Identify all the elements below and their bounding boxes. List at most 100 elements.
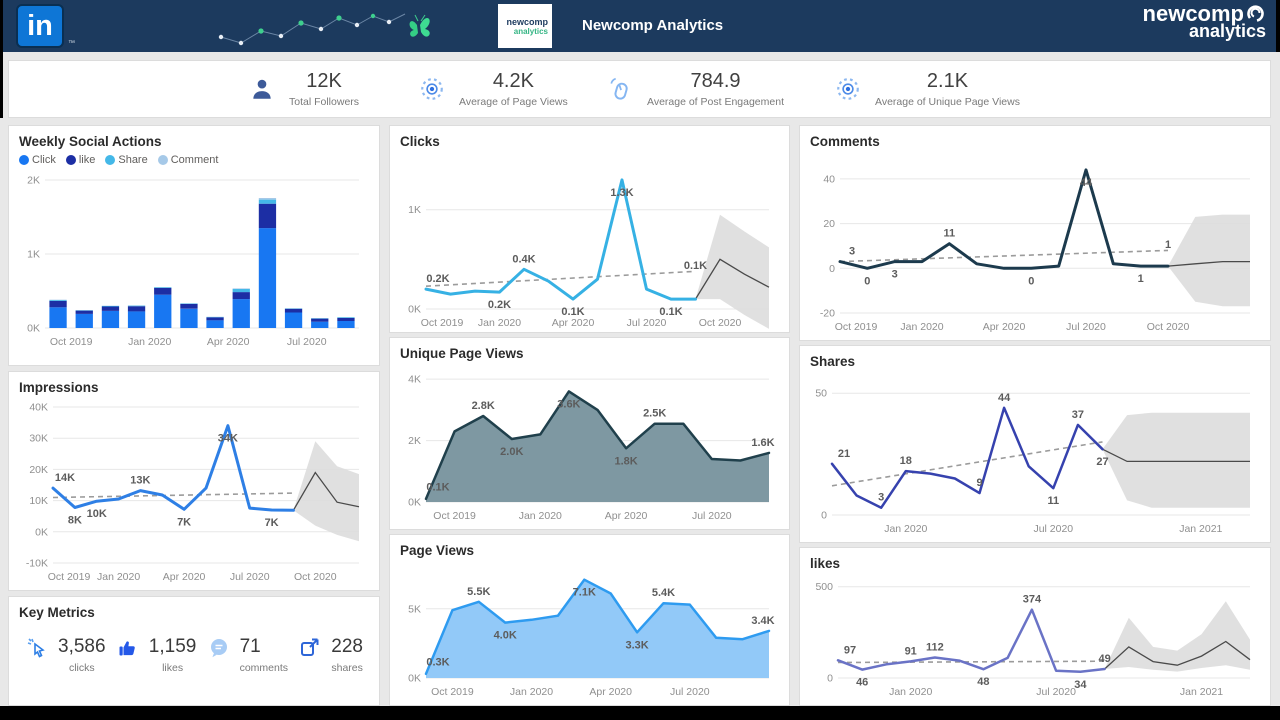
metric-shares[interactable]: 228 shares (298, 636, 363, 674)
svg-text:1.8K: 1.8K (614, 455, 637, 467)
svg-text:Oct 2020: Oct 2020 (699, 317, 742, 329)
clicks-card: Clicks 0K 1K Oct 2019 Jan 2020 Apr 2020 Jul 2… (389, 125, 790, 333)
impressions-card: Impressions -10K 0K 10K 20K 30K 40K Oct 2019 Ja… (8, 371, 380, 591)
shares-chart[interactable]: 0 50 Jan 2020 Jul 2020 Jan 2021 21 3 18 9 44 11 37 2… (810, 369, 1260, 537)
svg-text:0.1K: 0.1K (426, 481, 449, 493)
kpi-avg-unique-page-views[interactable]: 2.1K Average of Unique Page Views (835, 70, 1020, 108)
chart-title: Clicks (400, 134, 440, 149)
svg-text:10K: 10K (87, 508, 107, 520)
chart-title: Page Views (400, 543, 475, 558)
chart-title: likes (810, 556, 841, 571)
unique-page-views-chart[interactable]: 0K 2K 4K Oct 2019 Jan 2020 Apr 2020 Jul 2020 0.… (400, 361, 779, 524)
eye-icon (837, 78, 859, 100)
metric-value: 3,586 (58, 636, 106, 657)
svg-text:40: 40 (823, 173, 835, 185)
kpi-value: 2.1K (926, 70, 969, 92)
svg-text:0.3K: 0.3K (426, 657, 449, 669)
screen-edge-left (0, 0, 3, 118)
svg-text:Jul 2020: Jul 2020 (1036, 686, 1076, 698)
svg-text:Oct 2020: Oct 2020 (294, 571, 337, 583)
screen-edge-bottom (0, 706, 1280, 720)
svg-text:3: 3 (892, 269, 898, 281)
svg-text:18: 18 (900, 455, 912, 467)
kpi-avg-post-engagement[interactable]: 784.9 Average of Post Engagement (607, 70, 784, 108)
newcomp-brand-right: newcomp analytics (1142, 1, 1266, 42)
svg-text:3.4K: 3.4K (751, 615, 774, 627)
svg-text:5.5K: 5.5K (467, 586, 490, 598)
svg-text:11: 11 (943, 228, 955, 240)
comment-bubble-icon (210, 639, 227, 658)
svg-text:1K: 1K (408, 204, 421, 216)
shares-card: Shares 0 50 Jan 2020 Jul 2020 Jan 2021 21 3 18 9… (799, 345, 1271, 543)
svg-text:Jan 2020: Jan 2020 (889, 686, 932, 698)
svg-text:Jul 2020: Jul 2020 (1033, 523, 1073, 535)
unique-page-views-card: Unique Page Views 0K 2K 4K Oct 2019 Jan 2020… (389, 337, 790, 530)
chart-title: Key Metrics (19, 605, 95, 620)
svg-text:48: 48 (977, 676, 989, 688)
legend-item-comment[interactable]: Comment (157, 154, 218, 166)
share-icon (301, 638, 319, 656)
svg-text:5K: 5K (408, 603, 421, 615)
svg-text:1K: 1K (27, 249, 40, 261)
newcomp-logo-box: newcomp analytics (498, 4, 552, 48)
chart-title: Shares (810, 354, 856, 369)
svg-text:2K: 2K (27, 175, 40, 187)
weekly-social-actions-chart[interactable]: 0K 1K 2K Oct 2019 Jan 2020 Apr 2020 Jul 2020 (19, 168, 369, 350)
kpi-avg-page-views[interactable]: 4.2K Average of Page Views (419, 70, 568, 108)
svg-text:Apr 2020: Apr 2020 (163, 571, 206, 583)
svg-text:-10K: -10K (26, 558, 48, 570)
metric-value: 228 (331, 636, 363, 657)
svg-text:1.6K: 1.6K (751, 437, 774, 449)
legend-item-share[interactable]: Share (105, 154, 148, 166)
comments-chart[interactable]: -20 0 20 40 Oct 2019 Jan 2020 Apr 2020 Jul 2020… (810, 149, 1260, 335)
svg-text:7.1K: 7.1K (573, 587, 596, 599)
metric-likes[interactable]: 1,159 likes (116, 636, 196, 674)
kpi-total-followers[interactable]: 12K Total Followers (249, 70, 359, 108)
svg-text:0.4K: 0.4K (512, 253, 535, 265)
svg-text:4.0K: 4.0K (494, 630, 517, 642)
svg-text:1.3K: 1.3K (610, 187, 633, 199)
svg-text:21: 21 (838, 448, 850, 460)
svg-text:0K: 0K (27, 323, 40, 335)
key-metrics-card: Key Metrics 3,586 clicks 1,159 likes (8, 596, 380, 706)
chart-title: Unique Page Views (400, 346, 524, 361)
svg-text:2.8K: 2.8K (472, 400, 495, 412)
svg-text:374: 374 (1023, 594, 1042, 606)
svg-text:2.0K: 2.0K (500, 446, 523, 458)
svg-text:0K: 0K (408, 497, 421, 509)
svg-text:Jan 2020: Jan 2020 (884, 523, 927, 535)
kpi-value: 4.2K (492, 70, 534, 92)
svg-text:50: 50 (815, 388, 827, 400)
legend-item-like[interactable]: like (65, 154, 95, 166)
likes-chart[interactable]: 0 500 Jan 2020 Jul 2020 Jan 2021 97 46 91 112 48 3… (810, 571, 1260, 700)
svg-text:34K: 34K (218, 433, 238, 445)
chart-title: Weekly Social Actions (19, 134, 162, 149)
svg-text:0: 0 (821, 510, 827, 522)
legend-item-click[interactable]: Click (19, 154, 56, 166)
svg-text:500: 500 (815, 581, 833, 593)
svg-text:Apr 2020: Apr 2020 (589, 686, 632, 698)
metric-clicks[interactable]: 3,586 clicks (25, 636, 106, 674)
svg-text:Oct 2019: Oct 2019 (431, 686, 474, 698)
kpi-strip: 12K Total Followers 4.2K Average of Page V… (8, 60, 1271, 118)
key-metrics-row: 3,586 clicks 1,159 likes (19, 620, 369, 674)
svg-text:0K: 0K (35, 526, 48, 538)
page-views-chart[interactable]: 0K 5K Oct 2019 Jan 2020 Apr 2020 Jul 2020 0.3K… (400, 558, 779, 700)
followers-icon (253, 79, 271, 99)
svg-text:20K: 20K (29, 464, 48, 476)
header-bar: in ™ newcomp analytics Newcomp Analytics… (0, 0, 1280, 52)
svg-text:3.6K: 3.6K (557, 398, 580, 410)
impressions-chart[interactable]: -10K 0K 10K 20K 30K 40K Oct 2019 Jan 2020 Apr 20… (19, 395, 369, 585)
svg-text:40K: 40K (29, 402, 48, 414)
metric-comments[interactable]: 71 comments (207, 636, 288, 674)
legend: Click like Share Comment (19, 154, 369, 166)
svg-text:0: 0 (829, 263, 835, 275)
chart-title: Impressions (19, 380, 99, 395)
svg-text:0: 0 (827, 673, 833, 685)
svg-text:46: 46 (856, 677, 868, 689)
svg-text:0: 0 (864, 275, 870, 287)
clicks-chart[interactable]: 0K 1K Oct 2019 Jan 2020 Apr 2020 Jul 2020 Oct … (400, 153, 779, 331)
svg-text:97: 97 (844, 644, 856, 656)
svg-text:30K: 30K (29, 433, 48, 445)
butterfly-icon (409, 14, 430, 37)
